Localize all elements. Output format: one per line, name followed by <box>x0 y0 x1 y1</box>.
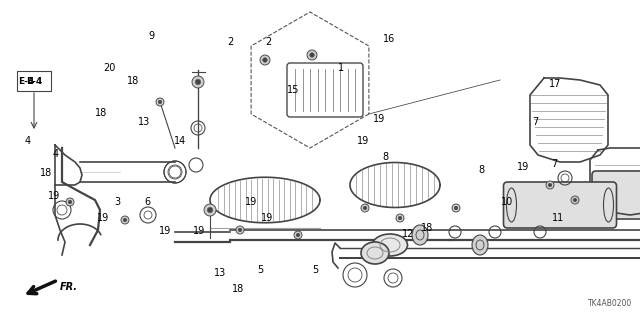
Circle shape <box>66 198 74 206</box>
Circle shape <box>571 196 579 204</box>
Text: 18: 18 <box>421 223 433 233</box>
Circle shape <box>68 200 72 204</box>
Circle shape <box>364 206 367 210</box>
Text: 11: 11 <box>552 213 564 223</box>
Circle shape <box>398 216 402 220</box>
Text: 4: 4 <box>24 136 31 147</box>
Circle shape <box>121 216 129 224</box>
Circle shape <box>238 228 242 232</box>
Circle shape <box>192 76 204 88</box>
Circle shape <box>546 181 554 189</box>
Text: E-4: E-4 <box>26 76 42 85</box>
Text: 12: 12 <box>402 229 414 239</box>
FancyBboxPatch shape <box>592 171 640 219</box>
Circle shape <box>263 58 268 62</box>
Text: 8: 8 <box>479 165 485 175</box>
Circle shape <box>156 98 164 106</box>
Ellipse shape <box>372 234 408 256</box>
Text: 19: 19 <box>193 226 205 236</box>
Circle shape <box>195 79 201 85</box>
Circle shape <box>548 183 552 187</box>
Text: 15: 15 <box>287 85 299 95</box>
Text: 5: 5 <box>312 265 319 276</box>
Circle shape <box>296 233 300 237</box>
Circle shape <box>573 198 577 202</box>
Text: 19: 19 <box>159 226 171 236</box>
Text: 14: 14 <box>174 136 186 147</box>
Text: 1: 1 <box>338 63 344 73</box>
Text: 19: 19 <box>261 213 273 223</box>
Text: 18: 18 <box>95 108 107 118</box>
FancyBboxPatch shape <box>504 182 616 228</box>
Text: 19: 19 <box>357 136 369 147</box>
Text: 6: 6 <box>144 197 150 207</box>
Text: 20: 20 <box>104 63 116 73</box>
Text: 2: 2 <box>266 36 272 47</box>
Text: 18: 18 <box>232 284 244 294</box>
Text: 7: 7 <box>552 159 558 169</box>
Text: 19: 19 <box>48 191 60 201</box>
Circle shape <box>204 204 216 216</box>
Circle shape <box>158 100 162 104</box>
Text: 17: 17 <box>549 79 561 89</box>
Circle shape <box>361 204 369 212</box>
Text: 7: 7 <box>532 117 539 127</box>
Text: 19: 19 <box>372 114 385 124</box>
Circle shape <box>396 214 404 222</box>
Circle shape <box>452 204 460 212</box>
Text: 2: 2 <box>227 36 234 47</box>
Circle shape <box>294 231 302 239</box>
Circle shape <box>454 206 458 210</box>
Text: 16: 16 <box>383 34 395 44</box>
Ellipse shape <box>472 235 488 255</box>
Text: 19: 19 <box>97 213 109 223</box>
Ellipse shape <box>412 225 428 245</box>
Text: 10: 10 <box>500 197 513 207</box>
Circle shape <box>260 55 270 65</box>
Circle shape <box>310 53 314 57</box>
Text: TK4AB0200: TK4AB0200 <box>588 299 632 308</box>
Text: 18: 18 <box>40 168 52 179</box>
Text: FR.: FR. <box>60 282 78 292</box>
Ellipse shape <box>361 242 389 264</box>
Text: 8: 8 <box>383 152 389 163</box>
Text: 5: 5 <box>257 265 264 276</box>
Circle shape <box>123 218 127 222</box>
Text: 9: 9 <box>148 31 155 41</box>
Text: 3: 3 <box>114 197 120 207</box>
Circle shape <box>207 207 212 213</box>
Text: 13: 13 <box>138 117 150 127</box>
Circle shape <box>236 226 244 234</box>
Text: 13: 13 <box>214 268 227 278</box>
Text: 19: 19 <box>517 162 529 172</box>
Text: 19: 19 <box>244 197 257 207</box>
Text: E-4: E-4 <box>18 76 35 85</box>
Circle shape <box>307 50 317 60</box>
Text: 18: 18 <box>127 76 139 86</box>
Text: 4: 4 <box>52 149 59 159</box>
